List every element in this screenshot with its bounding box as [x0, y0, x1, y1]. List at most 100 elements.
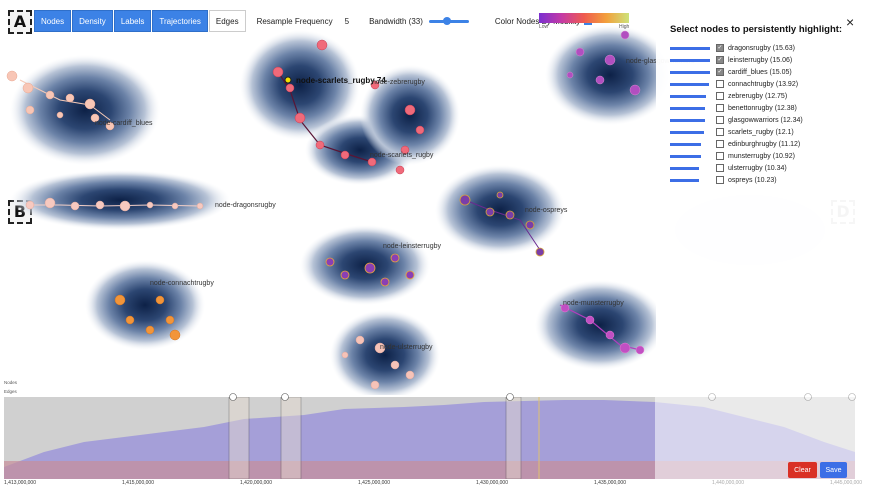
highlight-item-bar: [670, 154, 701, 158]
label-dragons: node-dragonsrugby: [215, 202, 276, 209]
timeline-legend-edges: Edges: [4, 389, 17, 394]
highlight-item[interactable]: scarlets_rugby (12.1): [670, 127, 794, 137]
highlight-checkbox[interactable]: [716, 176, 724, 184]
nodes-munster: [560, 303, 645, 355]
highlight-item-label: munsterrugby (10.92): [728, 152, 795, 160]
label-munster: node-munsterrugby: [563, 300, 624, 307]
timeline-tick-label: 1,435,000,000: [594, 480, 626, 486]
timeline-legend-nodes: Nodes: [4, 380, 18, 385]
highlight-item-bar: [670, 58, 710, 62]
trajectory-cardiff: [19, 79, 111, 121]
highlight-item-bar: [670, 106, 705, 110]
highlight-item-bar-track: [670, 154, 716, 158]
highlight-item-label: zebrerugby (12.75): [728, 92, 788, 100]
highlight-item[interactable]: ✓ leinsterrugby (15.06): [670, 55, 792, 65]
highlight-checkbox[interactable]: ✓: [716, 44, 724, 52]
toggle-edges-button[interactable]: Edges: [208, 10, 246, 32]
highlight-checkbox[interactable]: [716, 80, 724, 88]
highlight-item-label: leinsterrugby (15.06): [728, 56, 793, 64]
highlight-checkbox[interactable]: [716, 140, 724, 148]
highlight-item-bar-track: [670, 58, 716, 62]
toolbar: Nodes Density Labels Trajectories Edges …: [34, 10, 596, 32]
nodes-cardiff: [6, 70, 115, 131]
timeline-tick-label: 1,415,000,000: [122, 480, 154, 486]
nodes-scarlets: [272, 39, 425, 175]
highlight-checkbox[interactable]: [716, 116, 724, 124]
highlight-item-label: connachtrugby (13.92): [728, 80, 799, 88]
edges-area: [4, 400, 855, 479]
highlight-item-bar-track: [670, 118, 716, 122]
legend-high-label: High: [619, 24, 630, 30]
highlight-item-bar: [670, 94, 706, 98]
highlight-checkbox[interactable]: [716, 104, 724, 112]
highlight-item[interactable]: connachtrugby (13.92): [670, 79, 798, 89]
highlight-item-bar-track: [670, 130, 716, 134]
nodes-ulster: [341, 335, 415, 390]
toggle-density-button[interactable]: Density: [72, 10, 113, 32]
density-map[interactable]: [0, 0, 869, 395]
brush-handles[interactable]: [0, 392, 869, 402]
density-connacht: [85, 260, 205, 350]
label-cardiff: node-cardiff_blues: [95, 120, 153, 127]
mobility-color-legend: [539, 13, 629, 23]
highlight-item[interactable]: munsterrugby (10.92): [670, 151, 795, 161]
timeline-tick-label: 1,440,000,000: [712, 480, 744, 486]
highlight-checkbox[interactable]: [716, 164, 724, 172]
nodes-dragons: [25, 197, 204, 212]
highlight-checkbox[interactable]: ✓: [716, 68, 724, 76]
density-cardiff: [10, 55, 160, 165]
highlight-item[interactable]: ✓ dragonsrugby (15.63): [670, 43, 795, 53]
highlight-item-bar: [670, 118, 705, 122]
density-munster: [535, 280, 665, 370]
highlight-checkbox[interactable]: [716, 152, 724, 160]
highlight-item-bar-track: [670, 142, 716, 146]
highlight-item-bar-track: [670, 94, 716, 98]
clear-button[interactable]: Clear: [788, 462, 817, 478]
nodes-band: [4, 461, 855, 479]
highlight-item-label: dragonsrugby (15.63): [728, 44, 795, 52]
side-panel-title: Select nodes to persistently highlight:: [670, 24, 843, 35]
density-dragons: [10, 170, 230, 230]
label-scarlets: node-scarlets_rugby: [370, 152, 434, 159]
highlight-checkbox[interactable]: ✓: [716, 56, 724, 64]
label-ulster: node-ulsterrugby: [380, 344, 433, 351]
toggle-trajectories-button[interactable]: Trajectories: [152, 10, 208, 32]
timeline-chart[interactable]: [4, 397, 855, 479]
highlight-item[interactable]: ulsterrugby (10.34): [670, 163, 787, 173]
highlight-item-label: edinburghrugby (11.12): [728, 140, 801, 148]
highlight-item-bar: [670, 166, 699, 170]
highlight-item-bar-track: [670, 70, 716, 74]
nodes-ospreys: [459, 191, 545, 257]
highlight-item[interactable]: edinburghrugby (11.12): [670, 139, 800, 149]
highlight-checkbox[interactable]: [716, 128, 724, 136]
toggle-labels-button[interactable]: Labels: [113, 10, 152, 32]
nodes-connacht: [114, 294, 181, 341]
highlight-item[interactable]: ✓ cardiff_blues (15.05): [670, 67, 792, 77]
highlight-item[interactable]: glasgowwarriors (12.34): [670, 115, 803, 125]
brush-selections[interactable]: [228, 397, 522, 479]
label-zebre: node-zebrerugby: [372, 79, 425, 86]
highlight-item-label: ulsterrugby (10.34): [728, 164, 787, 172]
label-ospreys: node-ospreys: [525, 207, 568, 214]
bandwidth-slider[interactable]: [428, 16, 469, 25]
timeline-tick-label: 1,445,000,000: [830, 480, 862, 486]
highlight-item-bar: [670, 70, 710, 74]
density-ospreys: [435, 165, 565, 255]
close-icon[interactable]: ×: [846, 14, 855, 30]
save-button[interactable]: Save: [820, 462, 847, 478]
highlight-item[interactable]: benettonrugby (12.38): [670, 103, 797, 113]
label-scarlets-hover: node-scarlets_rugby 74: [296, 76, 386, 85]
timeline-tick-label: 1,425,000,000: [358, 480, 390, 486]
timeline-tick-label: 1,420,000,000: [240, 480, 272, 486]
scarlets-hover-node[interactable]: [284, 76, 292, 84]
highlight-item-bar-track: [670, 178, 716, 182]
highlight-checkbox[interactable]: [716, 92, 724, 100]
resample-value[interactable]: 5: [344, 16, 350, 26]
toggle-nodes-button[interactable]: Nodes: [34, 10, 72, 32]
highlight-item-bar-track: [670, 82, 716, 86]
highlight-item-label: scarlets_rugby (12.1): [728, 128, 794, 136]
label-connacht: node-connachtrugby: [150, 280, 214, 287]
highlight-item-label: glasgowwarriors (12.34): [728, 116, 803, 124]
highlight-item[interactable]: ospreys (10.23): [670, 175, 777, 185]
highlight-item[interactable]: zebrerugby (12.75): [670, 91, 787, 101]
